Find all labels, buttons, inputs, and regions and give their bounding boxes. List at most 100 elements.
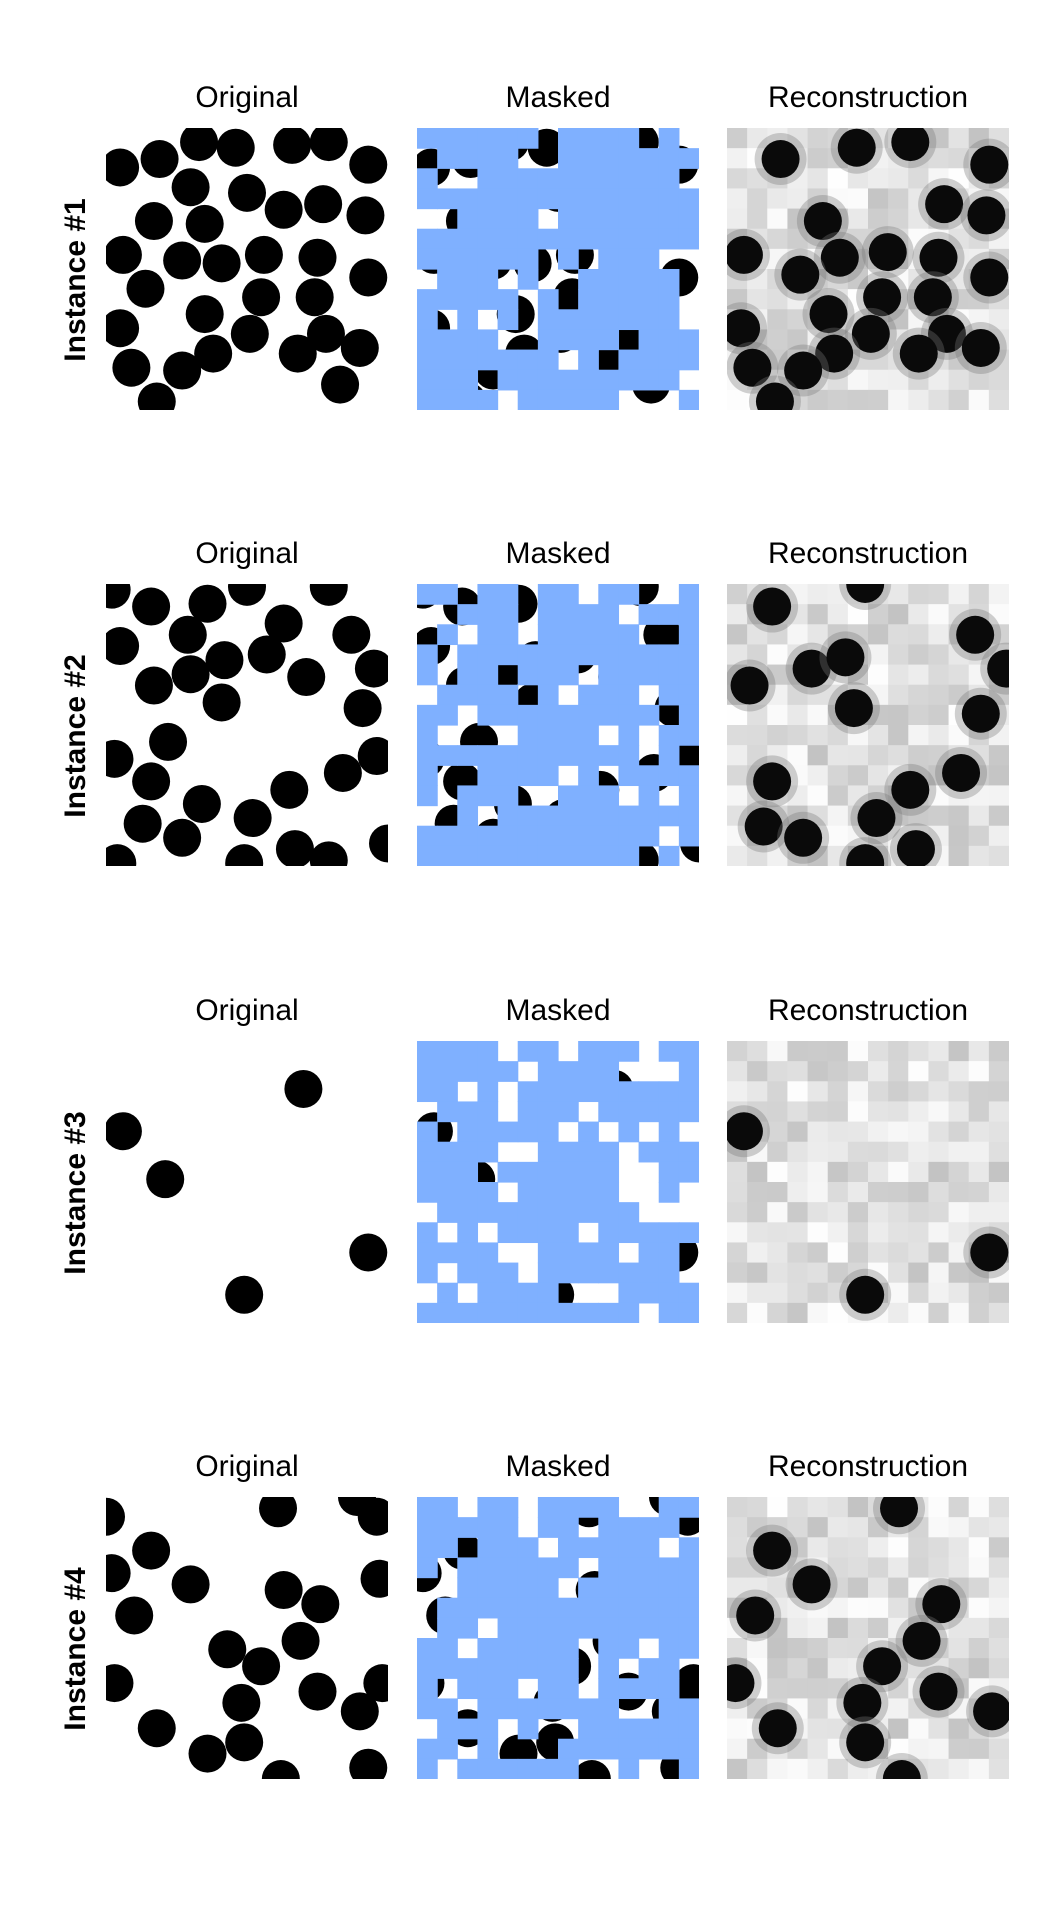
recon-patch xyxy=(787,1041,809,1062)
recon-patch xyxy=(968,1738,990,1760)
mask-patch xyxy=(658,1557,680,1579)
disk xyxy=(846,844,885,866)
disk xyxy=(222,1683,261,1722)
disk xyxy=(284,1069,323,1108)
recon-patch xyxy=(747,1242,768,1264)
recon-patch xyxy=(948,1698,970,1720)
mask-patch xyxy=(598,1302,620,1323)
mask-patch xyxy=(517,1537,539,1559)
disk xyxy=(304,185,343,224)
mask-patch xyxy=(618,248,640,270)
original-panel xyxy=(106,1497,388,1779)
recon-patch xyxy=(787,1081,809,1103)
mask-patch xyxy=(658,1302,680,1323)
mask-patch xyxy=(497,1497,519,1518)
recon-patch xyxy=(868,664,889,686)
mask-patch xyxy=(537,1577,559,1599)
recon-patch xyxy=(888,1678,909,1700)
recon-patch xyxy=(807,1638,829,1659)
mask-patch xyxy=(558,329,579,351)
mask-patch xyxy=(417,389,438,410)
disk xyxy=(115,1596,154,1635)
mask-patch xyxy=(658,289,680,310)
recon-patch xyxy=(767,1678,789,1700)
recon-patch xyxy=(747,745,768,766)
recon-patch xyxy=(727,845,748,866)
mask-patch xyxy=(578,1262,599,1284)
mask-patch xyxy=(618,1678,640,1700)
mask-patch xyxy=(618,765,640,787)
mask-patch xyxy=(618,1738,640,1760)
mask-patch xyxy=(457,805,479,827)
mask-patch xyxy=(558,1678,579,1700)
mask-patch xyxy=(618,1758,640,1779)
recon-patch xyxy=(827,584,849,605)
recon-patch xyxy=(868,1041,889,1062)
recon-patch xyxy=(928,1182,950,1203)
mask-patch xyxy=(598,269,620,290)
recon-patch xyxy=(747,1698,768,1720)
recon-patch xyxy=(948,684,970,706)
recon-patch xyxy=(948,1161,970,1183)
recon-patch xyxy=(948,289,970,310)
recon-patch xyxy=(787,289,809,310)
recon-patch xyxy=(747,1282,768,1304)
mask-patch xyxy=(678,584,699,605)
mask-patch xyxy=(497,188,519,210)
mask-patch xyxy=(457,684,479,706)
recon-patch xyxy=(767,684,789,706)
mask-patch xyxy=(497,644,519,666)
mask-patch xyxy=(578,1302,599,1323)
mask-patch xyxy=(497,704,519,726)
col-title-original: Original xyxy=(195,81,299,114)
recon-patch xyxy=(807,1658,829,1679)
recon-patch xyxy=(928,1141,950,1163)
mask-patch xyxy=(437,704,458,726)
recon-patch xyxy=(807,1041,829,1062)
recon-patch xyxy=(968,1061,990,1082)
recon-patch xyxy=(827,1282,849,1304)
mask-patch xyxy=(618,1537,640,1559)
recon-patch xyxy=(928,785,950,807)
disk xyxy=(727,1664,755,1703)
recon-patch xyxy=(807,1222,829,1244)
mask-patch xyxy=(618,584,640,605)
recon-patch xyxy=(868,624,889,646)
mask-patch xyxy=(537,1758,559,1779)
mask-patch xyxy=(477,1537,499,1559)
mask-patch xyxy=(537,1698,559,1720)
recon-patch xyxy=(988,1161,1009,1183)
col-title-original: Original xyxy=(195,994,299,1027)
mask-patch xyxy=(517,269,539,290)
mask-patch xyxy=(477,1497,499,1518)
disk xyxy=(233,799,272,838)
recon-patch xyxy=(787,725,809,746)
recon-patch xyxy=(988,1577,1009,1599)
mask-patch xyxy=(658,1678,680,1700)
recon-patch xyxy=(968,1758,990,1779)
mask-patch xyxy=(658,349,680,371)
recon-patch xyxy=(968,128,990,149)
disk xyxy=(753,587,792,626)
recon-patch xyxy=(727,1638,748,1659)
disk xyxy=(106,1112,142,1151)
recon-patch xyxy=(747,1081,768,1103)
recon-patch xyxy=(888,684,909,706)
recon-patch xyxy=(847,1758,869,1779)
recon-patch xyxy=(847,765,869,787)
mask-patch xyxy=(678,644,699,666)
recon-patch xyxy=(948,1557,970,1579)
recon-patch xyxy=(908,188,930,210)
recon-patch xyxy=(988,1638,1009,1659)
recon-patch xyxy=(827,1537,849,1559)
mask-patch xyxy=(477,1061,499,1082)
recon-patch xyxy=(807,1061,829,1082)
mask-patch xyxy=(658,1222,680,1244)
mask-patch xyxy=(658,664,680,686)
mask-patch xyxy=(658,765,680,787)
mask-patch xyxy=(558,1202,579,1223)
mask-patch xyxy=(437,369,458,391)
recon-patch xyxy=(807,1121,829,1143)
mask-patch xyxy=(537,684,559,706)
recon-patch xyxy=(727,1161,748,1183)
